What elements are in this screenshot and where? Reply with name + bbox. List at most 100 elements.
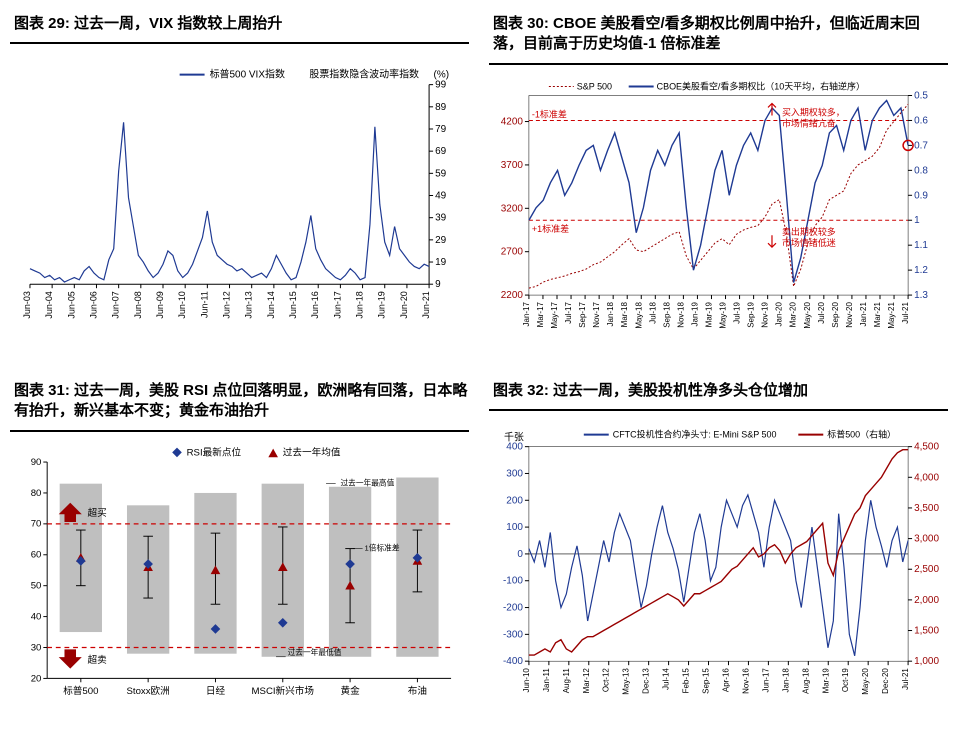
svg-text:39: 39 (435, 213, 447, 224)
svg-text:Jun-14: Jun-14 (266, 291, 276, 318)
svg-text:Jul-18: Jul-18 (648, 301, 657, 323)
svg-text:标普500: 标普500 (63, 684, 98, 696)
svg-text:标普500 VIX指数: 标普500 VIX指数 (210, 68, 285, 81)
svg-text:Nov-18: Nov-18 (676, 301, 685, 327)
svg-text:59: 59 (435, 169, 447, 180)
svg-text:4,500: 4,500 (914, 442, 939, 453)
svg-text:市场情绪低迷: 市场情绪低迷 (782, 237, 836, 248)
svg-text:1.1: 1.1 (914, 240, 928, 251)
svg-text:Aug-11: Aug-11 (562, 668, 571, 694)
chart-30-plot: 220027003200370042000.50.60.70.80.911.11… (489, 71, 948, 360)
svg-text:-1标准差: -1标准差 (532, 108, 567, 119)
svg-text:200: 200 (506, 496, 523, 507)
chart-31-title: 图表 31: 过去一周，美股 RSI 点位回落明显，欧洲略有回落，日本略有抬升，… (10, 377, 469, 432)
chart-32-panel: 图表 32: 过去一周，美股投机性净多头仓位增加 -400-300-200-10… (489, 377, 948, 726)
svg-text:Nov-17: Nov-17 (592, 301, 601, 327)
svg-text:Sep-20: Sep-20 (831, 301, 840, 327)
svg-text:Jul-14: Jul-14 (662, 668, 671, 690)
svg-text:3,500: 3,500 (914, 503, 939, 514)
svg-text:1,000: 1,000 (914, 656, 939, 667)
svg-text:Jun-10: Jun-10 (522, 668, 531, 693)
svg-text:60: 60 (31, 549, 42, 560)
svg-text:Mar-17: Mar-17 (536, 301, 545, 327)
svg-text:RSI最新点位: RSI最新点位 (187, 446, 242, 458)
svg-text:2200: 2200 (501, 290, 524, 301)
svg-text:Mar-19: Mar-19 (704, 301, 713, 327)
chart-31-plot: 2030405060708090标普500Stoxx欧洲日经MSCI新兴市场黄金… (10, 438, 469, 727)
svg-text:-200: -200 (503, 603, 523, 614)
svg-text:Mar-18: Mar-18 (620, 301, 629, 327)
svg-text:May-17: May-17 (550, 301, 559, 328)
svg-text:Jun-06: Jun-06 (88, 291, 98, 318)
svg-text:Jun-17: Jun-17 (332, 291, 342, 318)
svg-text:3200: 3200 (501, 203, 524, 214)
svg-text:Jun-17: Jun-17 (761, 668, 770, 693)
svg-text:May-19: May-19 (719, 301, 728, 328)
svg-text:3,000: 3,000 (914, 534, 939, 545)
svg-text:Jan-20: Jan-20 (775, 301, 784, 326)
svg-text:超卖: 超卖 (88, 653, 108, 665)
svg-text:Nov-20: Nov-20 (845, 301, 854, 327)
svg-text:79: 79 (435, 124, 447, 135)
chart-30-panel: 图表 30: CBOE 美股看空/看多期权比例周中抬升，但临近周末回落，目前高于… (489, 10, 948, 359)
svg-text:Jun-19: Jun-19 (377, 291, 387, 318)
svg-text:-100: -100 (503, 576, 523, 587)
svg-text:Mar-12: Mar-12 (582, 668, 591, 694)
svg-text:May-13: May-13 (622, 668, 631, 695)
svg-text:May-18: May-18 (634, 301, 643, 328)
svg-text:买入期权较多，: 买入期权较多， (782, 106, 845, 117)
svg-text:超买: 超买 (88, 507, 107, 519)
svg-text:90: 90 (31, 456, 42, 467)
svg-text:Jun-03: Jun-03 (22, 291, 32, 318)
svg-text:Jan-18: Jan-18 (606, 301, 615, 326)
svg-text:Oct-12: Oct-12 (602, 668, 611, 692)
svg-text:-400: -400 (503, 656, 523, 667)
svg-text:4,000: 4,000 (914, 473, 939, 484)
svg-text:2,500: 2,500 (914, 564, 939, 575)
svg-text:(%): (%) (434, 70, 450, 81)
svg-text:30: 30 (31, 642, 42, 653)
svg-text:0.8: 0.8 (914, 165, 928, 176)
svg-text:May-20: May-20 (861, 668, 870, 695)
svg-text:Sep-18: Sep-18 (662, 301, 671, 327)
svg-text:Sep-19: Sep-19 (747, 301, 756, 327)
svg-text:市场情绪亢奋: 市场情绪亢奋 (782, 117, 836, 128)
svg-text:Stoxx欧洲: Stoxx欧洲 (127, 684, 170, 696)
svg-text:Dec-13: Dec-13 (642, 668, 651, 694)
chart-32-plot: -400-300-200-10001002003004001,0001,5002… (489, 417, 948, 726)
svg-text:50: 50 (31, 580, 42, 591)
svg-text:Jul-21: Jul-21 (901, 301, 910, 323)
svg-text:1倍标准差: 1倍标准差 (365, 542, 400, 552)
svg-text:卖出期权较多: 卖出期权较多 (782, 226, 836, 237)
svg-text:0.9: 0.9 (914, 190, 928, 201)
chart-29-title: 图表 29: 过去一周，VIX 指数较上周抬升 (10, 10, 469, 44)
svg-text:0.7: 0.7 (914, 140, 928, 151)
svg-text:Mar-21: Mar-21 (873, 301, 882, 327)
svg-text:Jun-07: Jun-07 (111, 291, 121, 318)
chart-31-panel: 图表 31: 过去一周，美股 RSI 点位回落明显，欧洲略有回落，日本略有抬升，… (10, 377, 469, 726)
svg-text:+1标准差: +1标准差 (532, 223, 569, 234)
svg-text:Sep-15: Sep-15 (702, 668, 711, 694)
svg-text:CFTC投机性合约净头寸: E-Mini S&P 500: CFTC投机性合约净头寸: E-Mini S&P 500 (613, 429, 777, 440)
svg-text:Jun-04: Jun-04 (44, 291, 54, 318)
svg-text:2,000: 2,000 (914, 595, 939, 606)
svg-text:Jun-10: Jun-10 (177, 291, 187, 318)
svg-text:MSCI新兴市场: MSCI新兴市场 (252, 684, 315, 696)
svg-text:Sep-17: Sep-17 (578, 301, 587, 327)
svg-text:Jun-09: Jun-09 (155, 291, 165, 318)
svg-text:0.5: 0.5 (914, 90, 928, 101)
svg-text:Mar-19: Mar-19 (821, 668, 830, 694)
svg-text:Jul-21: Jul-21 (901, 668, 910, 690)
svg-text:-300: -300 (503, 630, 523, 641)
svg-text:Jan-11: Jan-11 (542, 668, 551, 692)
svg-text:Jun-05: Jun-05 (66, 291, 76, 318)
svg-text:9: 9 (435, 279, 441, 290)
svg-text:2700: 2700 (501, 246, 524, 257)
svg-text:Oct-19: Oct-19 (841, 668, 850, 692)
svg-text:99: 99 (435, 80, 447, 91)
svg-text:29: 29 (435, 235, 447, 246)
svg-text:Jan-21: Jan-21 (859, 301, 868, 326)
svg-text:Jun-18: Jun-18 (355, 291, 365, 318)
svg-text:69: 69 (435, 146, 447, 157)
svg-text:Jan-18: Jan-18 (781, 668, 790, 693)
